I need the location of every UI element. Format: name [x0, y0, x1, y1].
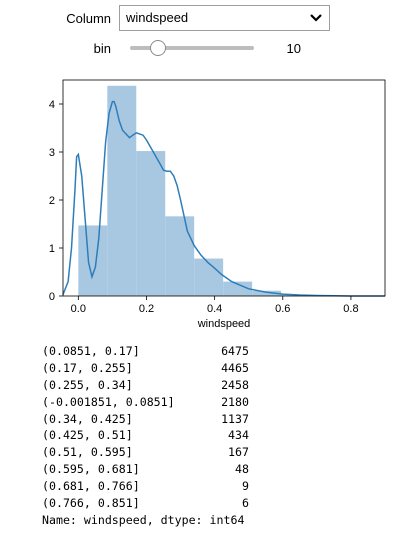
- histogram-bar-4: [165, 216, 195, 296]
- output-interval: (-0.001851, 0.0851]: [42, 394, 175, 409]
- output-row: (0.595, 0.681] 48: [42, 461, 249, 478]
- x-tick-label: 0.8: [343, 303, 358, 315]
- histogram-bar-2: [107, 85, 137, 296]
- output-count: 4465: [221, 360, 249, 375]
- x-tick-label: 0.0: [71, 303, 86, 315]
- column-dropdown[interactable]: windspeed: [119, 5, 330, 31]
- column-label: Column: [66, 10, 111, 26]
- y-tick-label: 3: [49, 147, 55, 159]
- output-row: (-0.001851, 0.0851] 2180: [42, 394, 249, 411]
- series-output: (0.0851, 0.17] 6475 (0.17, 0.255] 4465 (0.25…: [42, 343, 249, 529]
- output-row: (0.681, 0.766] 9: [42, 478, 249, 495]
- bin-slider-handle[interactable]: [149, 40, 166, 56]
- output-count: 2180: [221, 394, 249, 409]
- output-row: (0.0851, 0.17] 6475: [42, 343, 249, 360]
- output-row: (0.255, 0.34] 2458: [42, 377, 249, 394]
- column-dropdown-value: windspeed: [126, 10, 189, 25]
- output-interval: (0.0851, 0.17]: [42, 344, 140, 358]
- x-tick-label: 0.2: [139, 303, 154, 315]
- output-row: (0.425, 0.51] 434: [42, 427, 249, 444]
- output-count: 6475: [221, 344, 249, 358]
- y-tick-label: 2: [49, 195, 55, 207]
- histogram-bar-5: [194, 258, 224, 296]
- output-interval: (0.766, 0.851]: [42, 496, 140, 511]
- output-count: 6: [242, 496, 249, 511]
- x-tick-label: 0.6: [275, 303, 290, 315]
- windspeed-histogram: 0.0 0.2 0.4 0.6 0.8 0 1 2 3 4 windspeed: [49, 79, 386, 330]
- y-tick-label: 0: [49, 291, 55, 303]
- output-interval: (0.34, 0.425]: [42, 411, 133, 426]
- output-count: 48: [235, 462, 249, 477]
- output-count: 1137: [221, 411, 249, 426]
- bin-label: bin: [93, 40, 111, 56]
- x-tick-label: 0.4: [207, 303, 222, 315]
- output-row: (0.34, 0.425] 1137: [42, 411, 249, 428]
- output-interval: (0.595, 0.681]: [42, 462, 140, 477]
- output-count: 434: [228, 428, 249, 443]
- output-count: 2458: [221, 377, 249, 392]
- output-interval: (0.255, 0.34]: [42, 377, 133, 392]
- bin-value-readout: 10: [286, 40, 301, 56]
- histogram-bar-7: [252, 290, 282, 296]
- bin-control: bin 10: [0, 36, 301, 60]
- output-row: (0.51, 0.595] 167: [42, 444, 249, 461]
- histogram-bar-1: [78, 225, 108, 296]
- output-interval: (0.17, 0.255]: [42, 360, 133, 375]
- plot-frame: [62, 79, 386, 297]
- chevron-down-icon: [310, 14, 322, 22]
- column-control: Column windspeed: [0, 4, 330, 32]
- bin-slider-track: [130, 46, 254, 50]
- output-interval: (0.681, 0.766]: [42, 479, 140, 494]
- y-tick-label: 4: [49, 99, 55, 111]
- y-tick-label: 1: [49, 243, 55, 255]
- kde-curve: [62, 100, 385, 297]
- output-count: 9: [242, 479, 249, 494]
- output-row: (0.766, 0.851] 6: [42, 495, 249, 512]
- output-row: (0.17, 0.255] 4465: [42, 360, 249, 377]
- output-footer: Name: windspeed, dtype: int64: [42, 512, 245, 527]
- histogram-bar-6: [223, 281, 253, 296]
- histogram-bar-3: [136, 151, 166, 296]
- output-count: 167: [228, 445, 249, 460]
- output-interval: (0.425, 0.51]: [42, 428, 133, 443]
- x-axis-label: windspeed: [197, 318, 251, 330]
- bin-slider[interactable]: [130, 38, 254, 58]
- output-interval: (0.51, 0.595]: [42, 445, 133, 460]
